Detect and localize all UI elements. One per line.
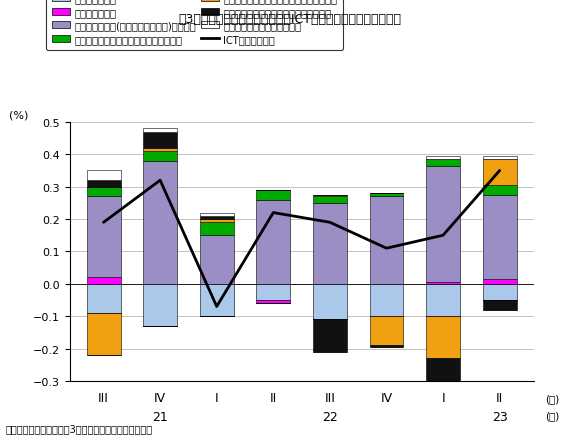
Bar (143, 162, 177, 284)
Bar (256, 300, 290, 304)
Bar (426, 156, 460, 160)
Bar (200, 213, 234, 216)
Bar (369, 346, 404, 347)
Bar (426, 358, 460, 430)
Bar (86, 181, 121, 187)
Bar (143, 152, 177, 162)
Bar (313, 320, 347, 352)
Bar (256, 191, 290, 200)
Bar (86, 171, 121, 181)
Bar (483, 160, 517, 186)
Bar (483, 279, 517, 284)
Bar (369, 284, 404, 316)
Text: (期): (期) (545, 394, 559, 404)
Bar (143, 284, 177, 326)
Text: 23: 23 (492, 410, 508, 423)
Bar (313, 195, 347, 197)
Bar (483, 300, 517, 310)
Bar (86, 284, 121, 313)
Bar (426, 166, 460, 283)
Legend: 通信業・寄与度, 放送業・寄与度, 情報サービス業(除くゲームソフト)・寄与度, インターネット附随サービス業・寄与度, コンテンツ制作・配給・レンタル・寄与度: 通信業・寄与度, 放送業・寄与度, 情報サービス業(除くゲームソフト)・寄与度,… (46, 0, 343, 51)
Bar (86, 278, 121, 284)
Text: 第3次産業活動指数総合に占めるICT関連サービス指数の寄与度: 第3次産業活動指数総合に占めるICT関連サービス指数の寄与度 (179, 13, 401, 26)
Bar (200, 223, 234, 236)
Bar (313, 197, 347, 203)
Bar (200, 219, 234, 223)
Bar (426, 160, 460, 166)
Bar (426, 316, 460, 358)
Bar (200, 284, 234, 316)
Bar (200, 236, 234, 284)
Text: (%): (%) (9, 110, 28, 120)
Text: 21: 21 (153, 410, 168, 423)
Text: (年): (年) (545, 410, 559, 420)
Text: （出所）経済産業省「第3次産業活動指数」より作成。: （出所）経済産業省「第3次産業活動指数」より作成。 (6, 424, 153, 434)
Bar (369, 197, 404, 284)
Bar (86, 187, 121, 197)
Bar (313, 203, 347, 284)
Bar (483, 186, 517, 195)
Bar (369, 194, 404, 197)
Text: 22: 22 (322, 410, 338, 423)
Bar (143, 148, 177, 152)
Bar (256, 200, 290, 284)
Bar (86, 313, 121, 355)
Bar (483, 284, 517, 300)
Bar (426, 283, 460, 284)
Bar (426, 284, 460, 316)
Bar (483, 195, 517, 279)
Bar (200, 216, 234, 219)
Bar (143, 132, 177, 148)
Bar (86, 197, 121, 278)
Bar (313, 284, 347, 320)
Bar (143, 129, 177, 132)
Bar (483, 156, 517, 160)
Bar (369, 316, 404, 346)
Bar (256, 284, 290, 300)
